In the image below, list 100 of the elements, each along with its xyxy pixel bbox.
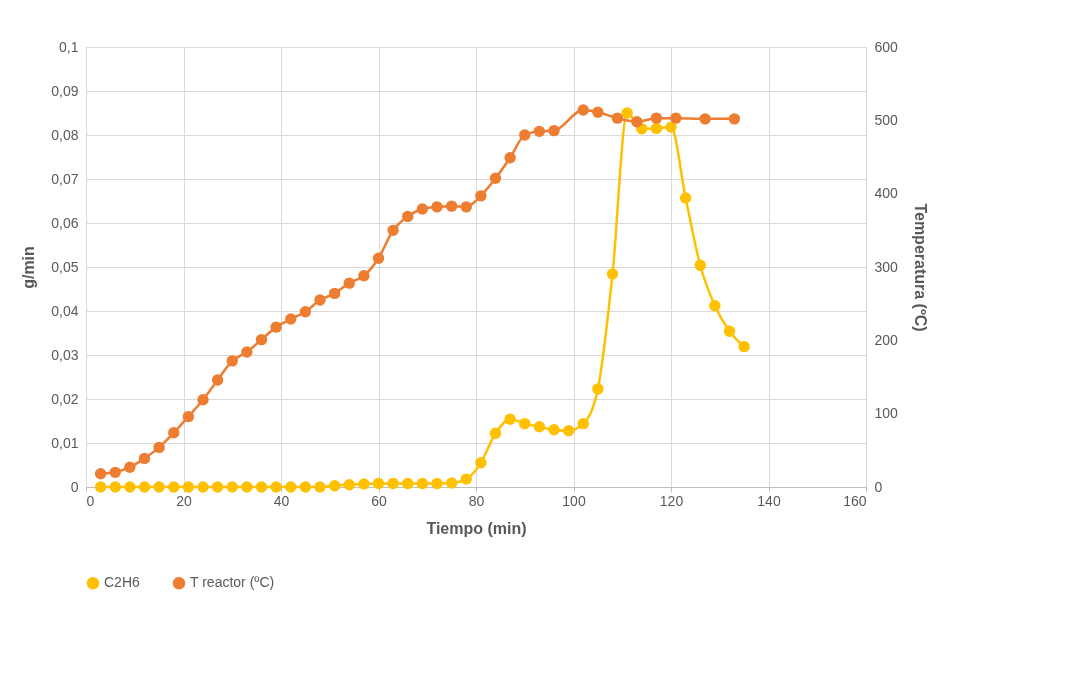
point [358,270,370,282]
x-tick-label: 140 [757,492,781,509]
y-tick-label: 0,05 [51,258,79,275]
y-tick-label: 0,06 [51,214,79,231]
point [504,152,516,164]
point [670,112,682,124]
y2-tick-label: 400 [874,185,899,202]
point [153,481,165,493]
x-tick-label: 100 [562,492,586,509]
x-tick-label: 80 [468,492,485,509]
point [650,112,663,124]
y-tick-label: 0,04 [51,302,79,319]
point [226,355,238,367]
point [168,481,180,493]
point [328,479,341,492]
point [416,203,429,215]
x-tick-label: 60 [371,492,387,509]
point [489,427,502,440]
y2-tick-label: 0 [874,478,883,495]
x-tick-label: 160 [843,492,867,509]
y-tick-label: 0,09 [51,82,79,99]
point [592,383,604,395]
point [416,477,429,490]
y-tick-label: 0,01 [51,434,79,451]
point [611,112,624,124]
point [548,424,560,436]
point [533,421,546,433]
x-tick-label: 40 [273,492,290,509]
point [475,457,487,469]
point [738,340,750,353]
y-tick-label: 0,02 [51,390,79,407]
y-tick-label: 0,1 [59,38,79,55]
point [138,452,151,465]
point [665,121,677,133]
point [445,477,458,489]
point [577,417,589,430]
point [314,294,326,306]
point [109,466,121,479]
point [211,481,224,493]
point [728,113,741,125]
legend-label: T reactor (ºC) [190,574,275,591]
point [631,116,643,128]
point [504,413,516,425]
point [255,481,268,493]
x-tick-label: 120 [659,492,684,509]
point [387,224,399,237]
point [299,481,312,493]
point [709,300,721,312]
point [124,461,136,473]
y-tick-label: 0,07 [51,170,79,187]
point [679,192,692,204]
point [387,477,399,490]
point [577,104,589,116]
y-axis-title: g/min [20,246,38,289]
point [402,210,414,223]
point [197,394,209,406]
x-axis-title: Tiempo (min) [426,519,527,537]
y-tick-label: 0,03 [51,346,79,363]
point [592,106,604,118]
y-tick-label: 0,08 [51,126,79,143]
y-tick-label: 0 [70,478,79,495]
point [445,200,458,212]
point [211,374,224,386]
point [694,259,706,271]
point [475,190,487,202]
point [548,124,560,137]
point [255,333,268,346]
point [460,201,472,213]
point [372,477,385,490]
point [723,325,736,337]
point [328,287,341,300]
y2-axis-title: Temperatura (ºC) [911,203,929,332]
point [460,473,472,485]
point [343,277,355,289]
point [519,417,531,430]
point [124,481,136,493]
point [431,477,443,490]
point [241,481,253,493]
point [138,481,151,493]
point [358,478,370,490]
point [285,313,297,325]
point [489,172,502,184]
point [314,481,326,493]
point [650,122,663,135]
y2-tick-label: 300 [874,258,899,275]
point [94,468,107,480]
point [270,321,282,333]
y2-tick-label: 200 [874,331,899,348]
point [299,306,312,318]
point [621,107,633,119]
point [372,252,385,264]
point [109,481,121,493]
point [241,346,253,358]
point [94,481,107,493]
point [519,129,531,141]
point [168,427,180,439]
x-tick-label: 0 [86,492,95,509]
point [402,477,414,490]
x-tick-label: 20 [176,492,192,509]
point [699,113,711,125]
